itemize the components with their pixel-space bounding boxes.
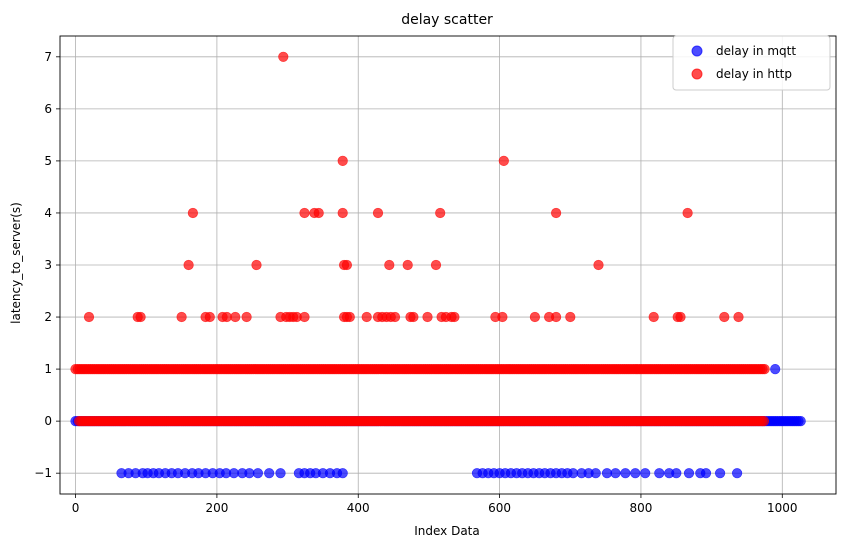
x-axis-ticks: 0 200 400 600 800 1000 — [72, 494, 798, 515]
data-point — [640, 468, 651, 479]
data-point — [204, 311, 215, 323]
x-tick-label: 600 — [488, 501, 511, 515]
data-point — [449, 311, 460, 323]
data-point — [758, 416, 770, 427]
data-point — [275, 468, 286, 479]
y-tick-label: 4 — [44, 206, 52, 220]
data-point — [299, 207, 310, 219]
data-point — [221, 311, 232, 323]
data-point — [264, 468, 275, 479]
data-point — [682, 207, 693, 219]
data-point — [567, 468, 579, 479]
y-axis-label: latency_to_server(s) — [9, 202, 23, 324]
data-point — [497, 311, 508, 323]
data-point — [590, 468, 601, 479]
legend-label-http: delay in http — [716, 67, 792, 81]
x-tick-label: 400 — [347, 501, 370, 515]
data-point — [278, 51, 289, 62]
data-point — [299, 311, 310, 323]
data-point — [719, 311, 730, 323]
data-point — [422, 311, 433, 323]
data-point — [759, 364, 770, 375]
data-point — [372, 207, 384, 219]
legend-marker-http — [691, 68, 703, 80]
y-tick-label: 1 — [44, 362, 52, 376]
data-point — [176, 311, 187, 323]
data-point — [135, 311, 146, 323]
x-tick-label: 1000 — [767, 501, 798, 515]
data-point — [83, 311, 95, 323]
y-tick-label: 5 — [44, 154, 52, 168]
data-point — [337, 155, 348, 166]
legend-marker-mqtt — [691, 45, 703, 57]
data-point — [402, 259, 413, 271]
data-point — [733, 311, 744, 323]
data-point — [731, 468, 743, 479]
data-point — [675, 311, 686, 323]
data-point — [630, 468, 641, 479]
data-point — [529, 311, 541, 323]
data-point — [620, 468, 631, 479]
y-tick-label: 6 — [44, 102, 52, 116]
x-tick-label: 200 — [205, 501, 228, 515]
data-point — [341, 259, 353, 271]
data-point — [337, 207, 348, 219]
data-point — [654, 468, 665, 479]
data-point — [610, 468, 621, 479]
data-point — [344, 311, 355, 323]
legend-label-mqtt: delay in mqtt — [716, 44, 796, 58]
series-http — [70, 51, 770, 427]
data-point — [389, 311, 401, 323]
x-axis-label: Index Data — [414, 524, 480, 538]
y-tick-label: 2 — [44, 310, 52, 324]
data-point — [435, 207, 446, 219]
data-point — [550, 207, 562, 219]
data-point — [252, 468, 263, 479]
y-tick-label: 3 — [44, 258, 52, 272]
data-point — [384, 259, 395, 271]
data-point — [337, 468, 348, 479]
data-point — [187, 207, 198, 219]
data-point — [565, 311, 576, 323]
legend: delay in mqtt delay in http — [672, 35, 831, 91]
y-axis-ticks: −1 0 1 2 3 4 5 6 7 — [34, 50, 60, 480]
data-point — [714, 468, 726, 479]
x-tick-label: 800 — [629, 501, 652, 515]
data-point — [683, 468, 695, 479]
data-point — [313, 207, 324, 219]
data-point — [770, 364, 781, 375]
data-point — [671, 468, 682, 479]
y-tick-label: 0 — [44, 414, 52, 428]
chart-title: delay scatter — [401, 12, 493, 28]
x-tick-label: 0 — [72, 501, 80, 515]
data-point — [430, 259, 442, 271]
y-tick-label: 7 — [44, 50, 52, 64]
data-point — [550, 311, 562, 323]
data-point — [700, 468, 712, 479]
data-point — [244, 468, 255, 479]
data-point — [593, 259, 604, 271]
data-point — [408, 311, 419, 323]
data-point — [648, 311, 659, 323]
data-point — [795, 416, 806, 427]
data-point — [498, 155, 509, 166]
data-point — [251, 259, 262, 271]
data-points — [70, 51, 806, 479]
data-point — [230, 311, 241, 323]
data-point — [361, 311, 372, 323]
data-point — [601, 468, 613, 479]
data-point — [241, 311, 252, 323]
data-point — [183, 259, 194, 271]
y-tick-label: −1 — [34, 466, 52, 480]
